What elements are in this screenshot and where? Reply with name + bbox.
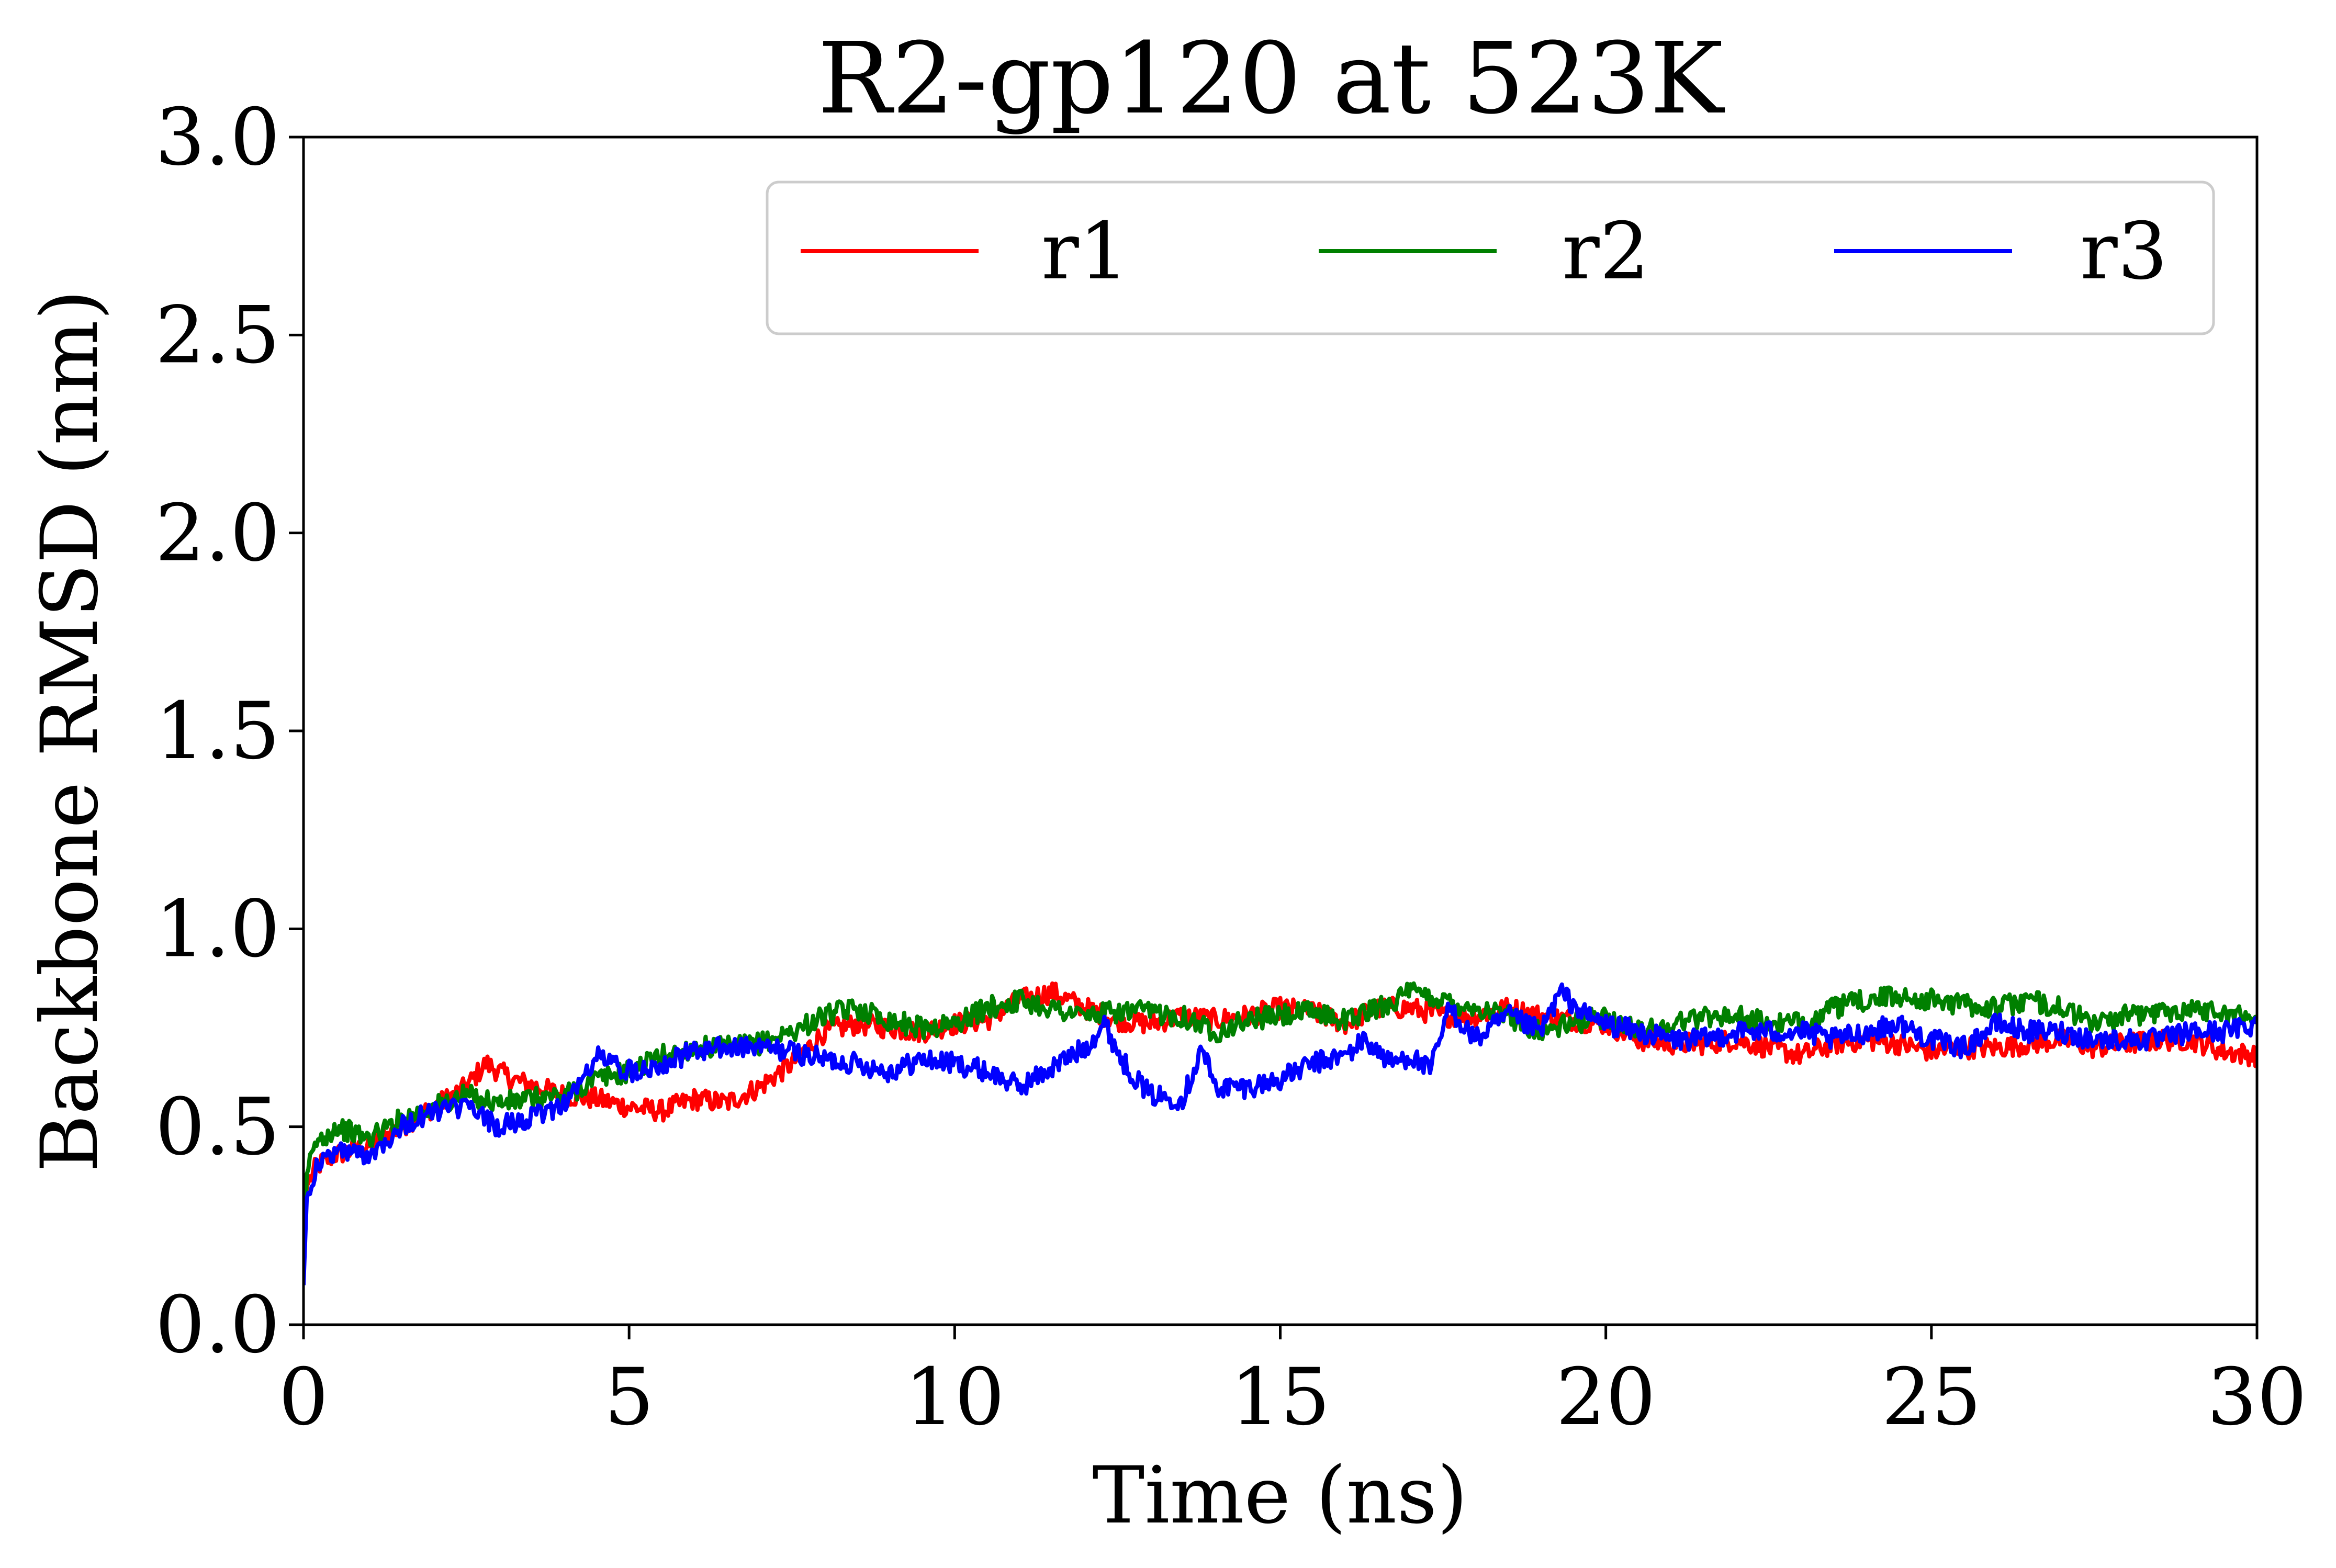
series-layer [304, 981, 2257, 1285]
x-axis: 0 5 10 15 20 25 30 [278, 1325, 2307, 1443]
y-tick-label: 3.0 [155, 92, 280, 183]
series-line-r1 [304, 981, 2257, 1270]
y-tick-label: 2.5 [155, 290, 280, 381]
legend-label-r2: r2 [1562, 206, 1649, 297]
x-tick-label: 25 [1881, 1352, 1981, 1443]
legend-label-r3: r3 [2080, 206, 2167, 297]
y-tick-label: 1.5 [155, 686, 280, 777]
x-tick-label: 15 [1230, 1352, 1330, 1443]
y-tick-label: 0.5 [155, 1082, 280, 1173]
legend-box [766, 181, 2215, 335]
series-line-r3 [304, 982, 2257, 1285]
y-axis: 0.0 0.5 1.0 1.5 2.0 2.5 3.0 [155, 92, 304, 1371]
chart-title: R2-gp120 at 523K [818, 21, 1725, 136]
legend-label-r1: r1 [1041, 206, 1129, 297]
y-tick-label: 1.0 [155, 884, 280, 975]
x-axis-label: Time (ns) [1092, 1450, 1467, 1541]
x-tick-label: 10 [905, 1352, 1005, 1443]
x-tick-label: 0 [278, 1352, 328, 1443]
legend: r1 r2 r3 [766, 181, 2215, 335]
y-axis-label: Backbone RMSD (nm) [25, 289, 116, 1172]
x-tick-label: 5 [604, 1352, 654, 1443]
y-tick-label: 2.0 [155, 488, 280, 579]
x-tick-label: 30 [2207, 1352, 2307, 1443]
x-tick-label: 20 [1556, 1352, 1656, 1443]
y-tick-label: 0.0 [155, 1280, 280, 1371]
